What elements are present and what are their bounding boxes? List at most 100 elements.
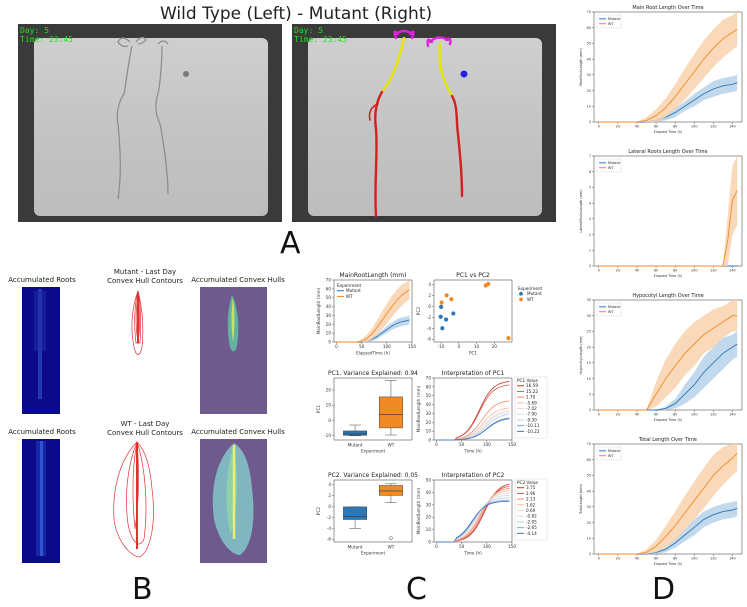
- legend-entry: Mutant: [608, 305, 621, 309]
- y-tick-label: 60: [326, 286, 332, 291]
- legend-entry: 2.13: [526, 497, 536, 502]
- y-tick-label: 0: [428, 539, 431, 544]
- y-axis-label: MainRootLength (mm): [416, 385, 421, 432]
- wt-seedlings-drawing: [116, 36, 189, 200]
- plot-frame: [433, 377, 513, 441]
- y-tick-label: 0: [589, 552, 591, 556]
- panel-letter-d: D: [652, 572, 676, 607]
- legend-entry: WT: [608, 454, 614, 458]
- y-tick-label: 0: [328, 504, 331, 509]
- y-axis-label: TotalLength (mm): [579, 483, 583, 515]
- y-tick-label: 20: [587, 521, 591, 525]
- y-tick-label: 0: [328, 418, 331, 423]
- y-tick-label: 10: [587, 104, 591, 108]
- chart-title: Total Length Over Time: [638, 437, 697, 443]
- x-tick-label: 120: [710, 412, 716, 416]
- interp-line-8: [436, 418, 510, 441]
- x-tick-label: 0: [435, 544, 438, 549]
- y-tick-label: -10: [324, 433, 331, 438]
- scatter-point-mutant: [438, 314, 443, 319]
- legend-entry: WT: [608, 166, 614, 170]
- y-tick-label: 5: [589, 392, 591, 396]
- y-tick-label: 70: [587, 442, 591, 446]
- x-tick-label: 120: [710, 268, 716, 272]
- y-tick-label: 25: [587, 330, 591, 334]
- series-band-wt: [598, 300, 738, 410]
- y-tick-label: 20: [426, 515, 432, 520]
- legend-entry: WT: [608, 310, 614, 314]
- panel-letter-b: B: [132, 572, 153, 607]
- legend-entry: 15.22: [526, 389, 538, 394]
- series-line-wt: [598, 453, 738, 555]
- series-line-wt: [598, 190, 738, 267]
- chart-title: PC1. Variance Explained: 0.94: [328, 370, 418, 377]
- x-tick-label: 20: [616, 268, 620, 272]
- y-tick-label: 10: [587, 377, 591, 381]
- series-band-mutant: [598, 74, 738, 122]
- legend-title: Experiment: [337, 283, 362, 288]
- chart-title: PC1 vs PC2: [456, 272, 490, 279]
- legend-swatch: [519, 291, 523, 296]
- legend-swatch: [519, 297, 523, 302]
- y-axis-label: MainRootLength (mm): [579, 47, 583, 85]
- figure-title: Wild Type (Left) - Mutant (Right): [160, 4, 433, 24]
- x-axis-label: Elapsed Time (h): [654, 130, 683, 134]
- y-tick-label: 20: [426, 420, 432, 425]
- x-tick-label: 80: [673, 268, 677, 272]
- y-axis-label: LateralRootsLength (mm): [579, 189, 583, 233]
- series-band-wt: [598, 444, 738, 554]
- x-tick-label: 60: [654, 268, 658, 272]
- wt-accumulated-hulls: [200, 439, 267, 563]
- legend-entry: -2.05: [526, 519, 537, 524]
- series-line-wt: [598, 28, 738, 123]
- legend-entry: WT: [608, 22, 614, 26]
- chart-title: Lateral Roots Length Over Time: [628, 149, 707, 155]
- x-tick-label: 60: [654, 412, 658, 416]
- x-tick-label: 0: [598, 268, 600, 272]
- legend-box: [596, 446, 622, 461]
- chart-title: Main Root Length Over Time: [632, 5, 703, 11]
- x-tick-label: 140: [729, 124, 735, 128]
- legend-box: [514, 478, 548, 541]
- y-tick-label: 4: [589, 201, 591, 205]
- y-tick-label: 30: [326, 313, 332, 318]
- x-tick-label: 120: [710, 556, 716, 560]
- y-tick-label: 20: [587, 89, 591, 93]
- x-tick-label: 0: [335, 344, 338, 349]
- chart-title: MainRootLength (mm): [340, 272, 407, 279]
- legend-entry: -10.11: [526, 423, 540, 428]
- wt-accumulated-roots: [22, 439, 60, 563]
- legend-entry: 16.59: [526, 383, 538, 388]
- legend-entry: Mutant: [608, 449, 621, 453]
- legend-entry: 2.96: [526, 491, 536, 496]
- legend-entry: Mutant: [346, 288, 361, 293]
- x-tick-label: 20: [616, 412, 620, 416]
- panel-letter-c: C: [406, 572, 427, 607]
- y-tick-label: 50: [326, 295, 332, 300]
- mutant-time-label: Time: 23:45: [294, 35, 347, 44]
- x-tick-label: 100: [483, 442, 491, 447]
- legend-entry: Mutant: [608, 17, 621, 21]
- panel-b-top-title-2: Mutant - Last Day Convex Hull Contours: [107, 268, 183, 285]
- scatter-point-mutant: [451, 311, 456, 316]
- y-tick-label: 5: [589, 186, 591, 190]
- x-tick-label: 100: [691, 556, 697, 560]
- y-tick-label: 70: [426, 375, 432, 380]
- series-line-wt: [336, 289, 410, 343]
- scatter-point-mutant: [443, 317, 449, 322]
- x-tick-label: 40: [635, 268, 639, 272]
- box-wt: [378, 485, 403, 496]
- y-tick-label: 0: [428, 437, 431, 442]
- panel-b-bottom-title-2: WT - Last Day Convex Hull Contours: [107, 420, 183, 437]
- x-tick-label: -10: [438, 344, 445, 349]
- y-tick-label: 60: [587, 26, 591, 30]
- series-band-mutant: [598, 500, 738, 554]
- x-tick-label: 50: [459, 442, 465, 447]
- x-tick-label: 140: [729, 556, 735, 560]
- y-tick-label: 30: [426, 411, 432, 416]
- legend-box: [596, 158, 622, 173]
- y-tick-label: 30: [426, 502, 432, 507]
- y-tick-label: 30: [587, 314, 591, 318]
- mutant-hull-contours: [131, 289, 144, 355]
